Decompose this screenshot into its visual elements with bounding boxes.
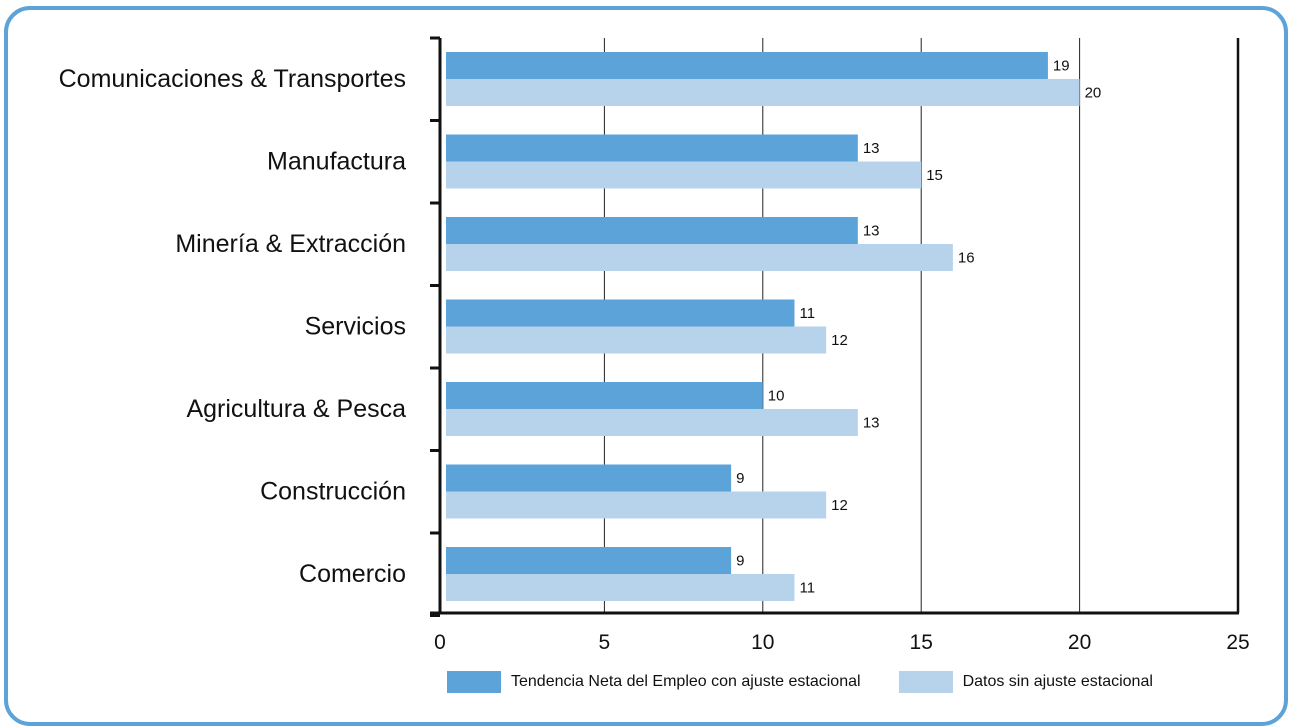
legend-item-seasonal: Tendencia Neta del Empleo con ajuste est… xyxy=(447,671,861,693)
category-label: Comunicaciones & Transportes xyxy=(59,65,406,93)
legend-swatch-raw xyxy=(898,671,953,693)
x-tick-label: 5 xyxy=(599,631,611,654)
legend-item-raw: Datos sin ajuste estacional xyxy=(898,671,1153,693)
bar xyxy=(446,161,922,189)
bar xyxy=(446,217,858,244)
legend: Tendencia Neta del Empleo con ajuste est… xyxy=(447,669,1191,695)
bar xyxy=(446,574,795,601)
legend-label-seasonal: Tendencia Neta del Empleo con ajuste est… xyxy=(511,673,861,690)
category-label: Agricultura & Pesca xyxy=(186,395,406,423)
data-label: 9 xyxy=(736,470,744,487)
data-label: 12 xyxy=(831,497,848,514)
data-label: 13 xyxy=(863,140,880,157)
data-label: 13 xyxy=(863,223,880,240)
bar xyxy=(446,134,858,162)
x-tick-label: 15 xyxy=(910,631,933,654)
bar xyxy=(446,326,827,354)
data-label: 15 xyxy=(926,167,943,184)
data-label: 12 xyxy=(831,332,848,349)
bar xyxy=(446,491,827,519)
data-label: 11 xyxy=(799,305,815,322)
category-label: Comercio xyxy=(299,560,406,588)
bar xyxy=(446,244,953,271)
data-label: 10 xyxy=(768,388,785,405)
bar xyxy=(446,299,795,327)
category-label: Minería & Extracción xyxy=(175,230,406,258)
data-label: 9 xyxy=(736,553,744,570)
x-tick-label: 20 xyxy=(1068,631,1091,654)
bar xyxy=(446,79,1080,106)
bar xyxy=(446,547,732,574)
x-tick-label: 0 xyxy=(434,631,446,654)
data-label: 20 xyxy=(1085,85,1102,102)
legend-swatch-seasonal xyxy=(447,671,501,693)
data-label: 11 xyxy=(799,580,815,597)
x-tick-label: 10 xyxy=(751,631,774,654)
category-label: Construcción xyxy=(260,478,406,506)
legend-label-raw: Datos sin ajuste estacional xyxy=(962,673,1153,690)
data-label: 13 xyxy=(863,415,880,432)
category-label: Servicios xyxy=(305,313,406,341)
bar xyxy=(446,52,1048,79)
data-label: 19 xyxy=(1053,58,1070,75)
bar xyxy=(446,409,858,436)
x-tick-label: 25 xyxy=(1226,631,1249,654)
data-label: 16 xyxy=(958,250,975,267)
bar xyxy=(446,464,732,492)
bar xyxy=(446,382,763,409)
category-label: Manufactura xyxy=(267,148,406,176)
